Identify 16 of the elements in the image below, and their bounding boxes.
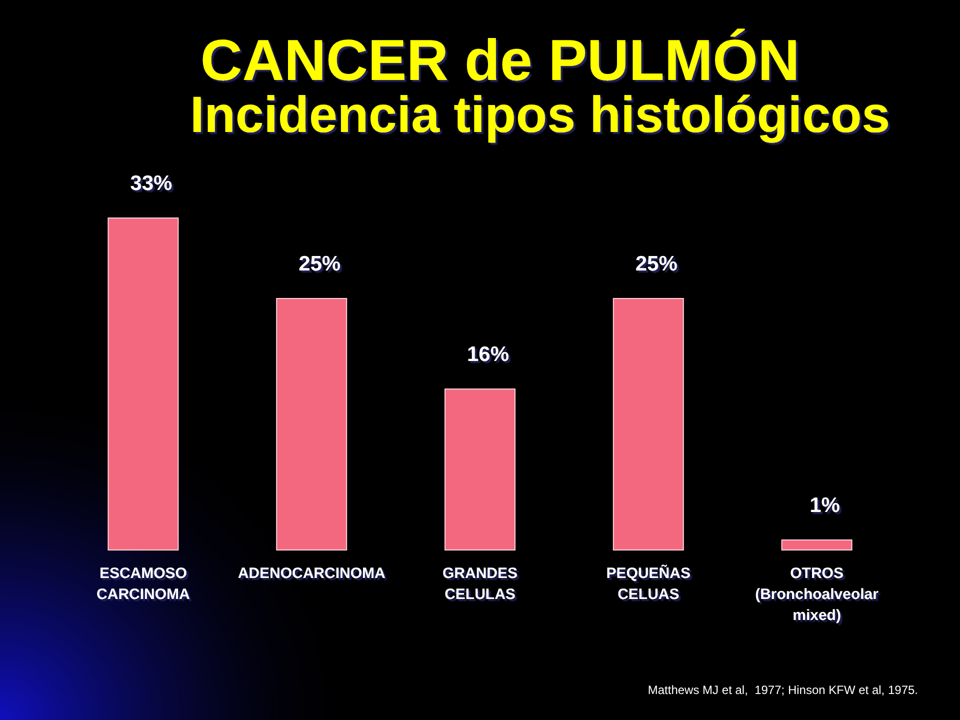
x-tick-label: OTROS (Bronchoalveolar mixed) <box>755 565 879 624</box>
bar <box>612 298 684 550</box>
text: Matthews MJ et al, 1977; Hinson KFW et al, 1975. <box>648 683 918 697</box>
bar <box>276 298 348 550</box>
bar <box>108 218 179 550</box>
data-label: 25% <box>635 252 678 276</box>
data-label: 16% <box>466 343 510 366</box>
x-tick-label: GRANDES CELULAS <box>442 565 518 603</box>
x-tick-label: ADENOCARCINOMA <box>238 565 386 582</box>
data-label: 25% <box>298 252 341 276</box>
bar <box>444 388 516 550</box>
bar <box>781 539 852 550</box>
x-tick-label: ESCAMOSO CARCINOMA <box>96 565 190 603</box>
data-label: 1% <box>810 494 840 517</box>
x-tick-label: PEQUEÑAS CELUAS <box>606 564 690 603</box>
data-label: 33% <box>130 172 173 195</box>
